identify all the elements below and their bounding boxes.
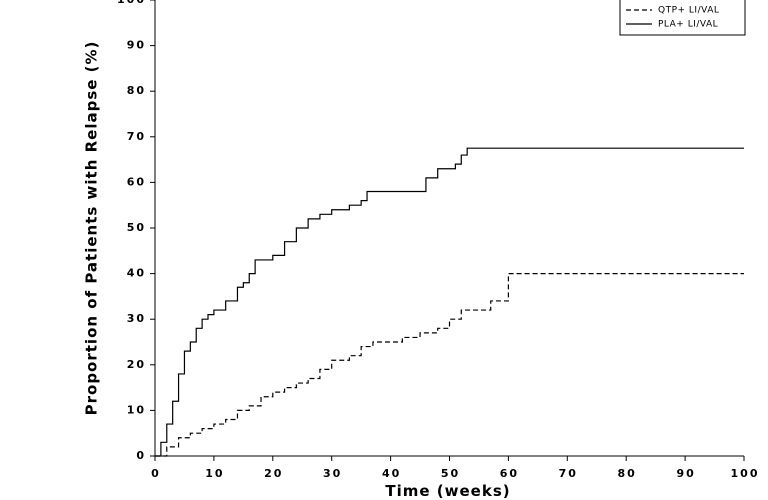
series-line [155,273,744,457]
y-tick-label: 80 [127,84,146,97]
y-tick-label: 40 [127,267,146,280]
y-tick-label: 50 [127,221,146,234]
y-tick-label: 20 [127,358,146,371]
x-axis-title: Time (weeks) [385,482,510,500]
x-tick-label: 0 [151,467,161,480]
y-axis-title: Proportion of Patients with Relapse (%) [83,41,101,416]
legend [619,0,746,36]
y-tick-label: 0 [136,449,146,462]
x-tick-label: 50 [441,467,460,480]
y-tick-label: 100 [117,0,146,6]
x-tick-label: 20 [264,467,283,480]
x-tick-label: 40 [382,467,401,480]
x-tick-label: 70 [559,467,578,480]
x-tick-label: 100 [731,467,760,480]
legend-label: QTP+ LI/VAL [658,6,719,16]
x-tick-label: 30 [323,467,342,480]
x-tick-label: 60 [500,467,519,480]
x-tick-label: 10 [205,467,224,480]
y-tick-label: 30 [127,312,146,325]
y-tick-label: 90 [127,39,146,52]
x-tick-label: 90 [676,467,695,480]
series-line [155,147,744,457]
legend-label: PLA+ LI/VAL [658,20,718,30]
y-tick-label: 70 [127,130,146,143]
x-tick-label: 80 [618,467,637,480]
y-tick-label: 10 [127,403,146,416]
y-tick-label: 60 [127,175,146,188]
